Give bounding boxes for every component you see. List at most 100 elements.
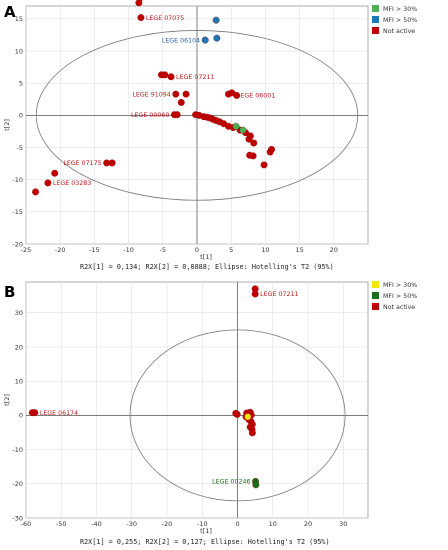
point-label: LEGE 06001 (237, 93, 275, 100)
data-point (108, 159, 116, 167)
data-point (245, 135, 253, 143)
data-point (31, 409, 39, 417)
panel-b-legend-not-active: Not active (383, 304, 415, 311)
point-label: LEGE 07075 (146, 15, 184, 22)
panel-b-legend: MFI > 30% MFI > 50% Not active (372, 281, 417, 311)
x-tick-label: 0 (195, 246, 199, 254)
panel-a-points (32, 0, 276, 196)
data-point (167, 73, 175, 81)
data-point (250, 139, 258, 147)
point-label: LEGE 07211 (260, 291, 298, 298)
data-point (246, 151, 254, 159)
x-tick-label: -25 (21, 246, 32, 254)
x-tick-label: 10 (261, 246, 269, 254)
panel-b-legend-swatch-mfi50 (372, 292, 379, 299)
panel-b-legend-mfi30: MFI > 30% (383, 282, 417, 289)
x-tick-label: -30 (126, 520, 137, 528)
data-point (244, 413, 252, 421)
data-point (182, 90, 190, 98)
data-point (137, 0, 143, 2)
panel-a-legend-swatch-mfi30 (372, 5, 379, 12)
data-point (161, 71, 169, 79)
x-tick-label: 20 (330, 246, 338, 254)
data-point (248, 429, 256, 437)
y-tick-label: -15 (12, 208, 23, 216)
y-tick-label: -10 (12, 176, 23, 184)
panel-a-y-axis-label: t[2] (3, 119, 11, 131)
y-tick-label: -30 (12, 514, 23, 522)
data-point (135, 0, 143, 7)
point-label: LEGE 07175 (63, 160, 101, 167)
y-tick-label: 30 (15, 309, 23, 317)
data-point (260, 161, 268, 169)
panel-a-hotelling-ellipse (35, 30, 359, 201)
data-point (233, 91, 241, 99)
x-tick-label: 15 (295, 246, 303, 254)
y-tick-label: -20 (12, 240, 23, 248)
point-label: LEGE 00246 (212, 479, 250, 486)
panel-b-points (28, 285, 260, 489)
data-point (173, 111, 181, 119)
y-tick-label: -10 (12, 446, 23, 454)
data-point (44, 179, 52, 187)
x-tick-label: -60 (21, 520, 32, 528)
panel-a-legend: MFI > 30% MFI > 50% Not active (372, 5, 417, 35)
point-label: LEGE 91094 (132, 91, 170, 98)
data-point (252, 481, 260, 489)
point-label: LEGE 06104 (162, 37, 200, 44)
panel-b-x-axis-label: t[1] (200, 527, 212, 535)
point-label: LEGE 06174 (40, 410, 78, 417)
panel-b-y-axis-label: t[2] (3, 394, 11, 406)
panel-a: A -25 -20 -15 -10 -5 0 5 10 15 20 -20-15-10-50510… (3, 0, 417, 271)
panel-b-caption: R2X[1] = 0,255; R2X[2] = 0,127; Ellipse:… (80, 538, 330, 546)
data-point (213, 34, 221, 42)
panel-b-legend-swatch-mfi30 (372, 281, 379, 288)
y-tick-label: 5 (19, 79, 23, 87)
panel-b-hotelling-ellipse (129, 329, 346, 502)
data-point (137, 14, 145, 22)
data-point (177, 99, 185, 106)
x-tick-label: -20 (162, 520, 173, 528)
x-tick-label: -15 (89, 246, 100, 254)
point-label: LEGE 07211 (176, 74, 214, 81)
x-tick-label: -10 (123, 246, 134, 254)
x-tick-label: 0 (235, 520, 239, 528)
panel-b-x-ticks: -60 -50 -40 -30 -20 -10 0 10 20 30 (21, 520, 348, 528)
panel-a-point-labels: LEGE 07075 LEGE 06104 LEGE 07211 LEGE 91094… (53, 15, 275, 187)
panel-b-y-ticks: -30 -20 -10 0 10 20 30 (12, 309, 23, 522)
data-point (51, 169, 59, 177)
x-tick-label: 20 (304, 520, 312, 528)
panel-a-caption: R2X[1] = 0,134; R2X[2] = 0,0888; Ellipse… (80, 263, 334, 271)
panel-a-legend-swatch-not-active (372, 27, 379, 34)
panel-a-x-ticks: -25 -20 -15 -10 -5 0 5 10 15 20 (21, 246, 338, 254)
panel-b-grid (25, 282, 368, 519)
point-label: LEGE 00060 (131, 112, 169, 119)
panel-a-legend-swatch-mfi50 (372, 16, 379, 23)
panel-b-plot-frame (25, 281, 369, 519)
panel-a-legend-not-active: Not active (383, 28, 415, 35)
x-tick-label: 30 (339, 520, 347, 528)
data-point (212, 16, 220, 24)
data-point (268, 145, 276, 153)
panel-b-legend-swatch-not-active (372, 303, 379, 310)
x-tick-label: -40 (91, 520, 102, 528)
data-point (232, 122, 240, 130)
y-tick-label: 10 (15, 47, 23, 55)
data-point (251, 290, 259, 298)
point-label: LEGE 03283 (53, 180, 91, 187)
panel-b: B -60 -50 -40 -30 -20 -10 0 10 20 30 -30 -20 -10 0 10… (3, 281, 417, 546)
y-tick-label: 20 (15, 343, 23, 351)
y-tick-label: 15 (15, 15, 23, 23)
y-tick-label: 0 (19, 112, 23, 120)
y-tick-label: -5 (17, 144, 23, 152)
data-point (32, 188, 40, 196)
x-tick-label: 5 (229, 246, 233, 254)
x-tick-label: -10 (197, 520, 208, 528)
x-tick-label: -50 (56, 520, 67, 528)
y-tick-label: -20 (12, 480, 23, 488)
panel-a-y-ticks: -20 -15 -10 -5 0 5 10 15 (12, 15, 23, 248)
panel-a-legend-mfi30: MFI > 30% (383, 6, 417, 13)
panel-a-x-axis-label: t[1] (200, 253, 212, 261)
panel-b-letter: B (4, 283, 15, 301)
